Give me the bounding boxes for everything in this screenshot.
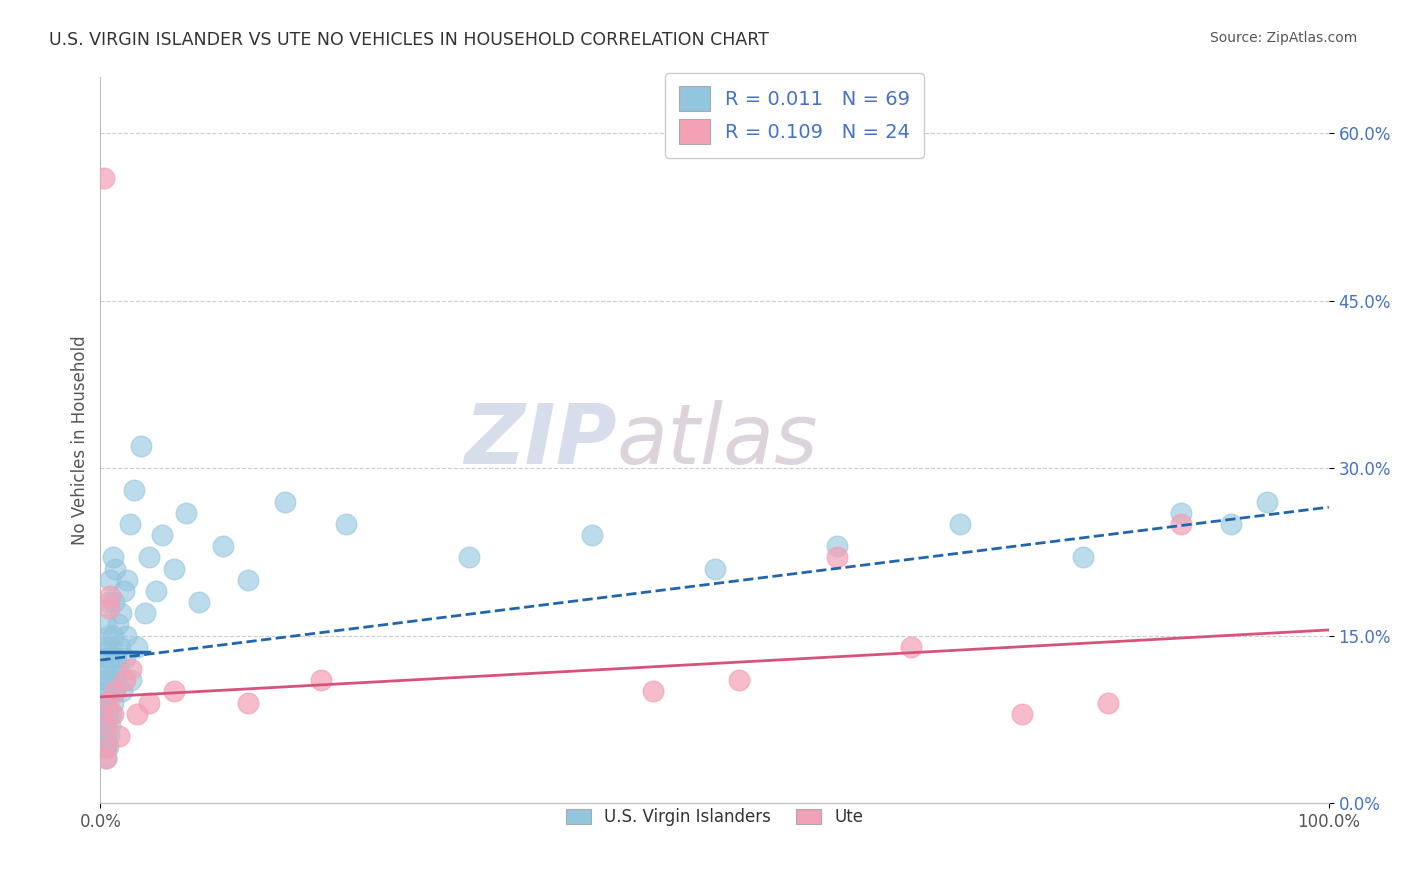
Point: [96, 751, 118, 765]
Point: [114, 673, 136, 688]
Point: [97, 729, 120, 743]
Point: [96, 729, 118, 743]
Y-axis label: No Vehicles in Household: No Vehicles in Household: [72, 335, 89, 545]
Point: [581, 528, 603, 542]
Point: [728, 673, 751, 688]
Point: [104, 561, 127, 575]
Text: atlas: atlas: [616, 400, 818, 481]
Point: [101, 628, 124, 642]
Point: [94, 718, 117, 732]
Point: [94, 740, 117, 755]
Legend: U.S. Virgin Islanders, Ute: U.S. Virgin Islanders, Ute: [557, 800, 872, 835]
Point: [101, 706, 124, 721]
Text: Source: ZipAtlas.com: Source: ZipAtlas.com: [1209, 31, 1357, 45]
Point: [96, 751, 118, 765]
Point: [103, 684, 125, 698]
Point: [1256, 494, 1278, 508]
Point: [311, 673, 333, 688]
Point: [101, 696, 124, 710]
Point: [1170, 516, 1192, 531]
Point: [1071, 550, 1094, 565]
Point: [93, 684, 115, 698]
Point: [127, 640, 149, 654]
Point: [104, 684, 127, 698]
Point: [94, 696, 117, 710]
Point: [100, 640, 122, 654]
Point: [104, 673, 127, 688]
Point: [97, 651, 120, 665]
Point: [96, 617, 118, 632]
Text: ZIP: ZIP: [464, 400, 616, 481]
Point: [96, 640, 118, 654]
Point: [187, 595, 209, 609]
Point: [138, 550, 160, 565]
Point: [97, 740, 120, 755]
Point: [1170, 506, 1192, 520]
Point: [96, 740, 118, 755]
Point: [115, 628, 138, 642]
Point: [93, 729, 115, 743]
Point: [97, 628, 120, 642]
Point: [114, 651, 136, 665]
Point: [212, 539, 235, 553]
Point: [900, 640, 922, 654]
Point: [457, 550, 479, 565]
Point: [111, 684, 134, 698]
Point: [236, 573, 259, 587]
Point: [107, 662, 129, 676]
Point: [98, 662, 121, 676]
Point: [96, 673, 118, 688]
Point: [97, 706, 120, 721]
Point: [108, 640, 131, 654]
Point: [273, 494, 295, 508]
Point: [96, 718, 118, 732]
Point: [94, 662, 117, 676]
Point: [107, 729, 129, 743]
Point: [1011, 706, 1033, 721]
Point: [97, 696, 120, 710]
Point: [335, 516, 357, 531]
Point: [176, 506, 198, 520]
Point: [1219, 516, 1241, 531]
Point: [105, 651, 128, 665]
Point: [150, 528, 173, 542]
Point: [100, 706, 122, 721]
Point: [703, 561, 725, 575]
Point: [643, 684, 665, 698]
Point: [117, 573, 139, 587]
Point: [91, 706, 114, 721]
Point: [827, 550, 849, 565]
Point: [103, 595, 125, 609]
Point: [118, 516, 141, 531]
Point: [145, 583, 167, 598]
Point: [138, 696, 160, 710]
Point: [97, 684, 120, 698]
Point: [97, 595, 120, 609]
Point: [96, 651, 118, 665]
Point: [122, 483, 145, 498]
Point: [120, 673, 142, 688]
Point: [93, 170, 115, 185]
Point: [101, 550, 124, 565]
Point: [97, 600, 120, 615]
Point: [1097, 696, 1119, 710]
Point: [110, 606, 132, 620]
Point: [134, 606, 156, 620]
Point: [112, 583, 135, 598]
Point: [236, 696, 259, 710]
Text: U.S. VIRGIN ISLANDER VS UTE NO VEHICLES IN HOUSEHOLD CORRELATION CHART: U.S. VIRGIN ISLANDER VS UTE NO VEHICLES …: [49, 31, 769, 49]
Point: [98, 590, 121, 604]
Point: [163, 684, 186, 698]
Point: [98, 573, 121, 587]
Point: [827, 539, 849, 553]
Point: [96, 696, 118, 710]
Point: [127, 706, 149, 721]
Point: [98, 718, 121, 732]
Point: [949, 516, 972, 531]
Point: [97, 673, 120, 688]
Point: [129, 439, 152, 453]
Point: [107, 617, 129, 632]
Point: [120, 662, 142, 676]
Point: [163, 561, 186, 575]
